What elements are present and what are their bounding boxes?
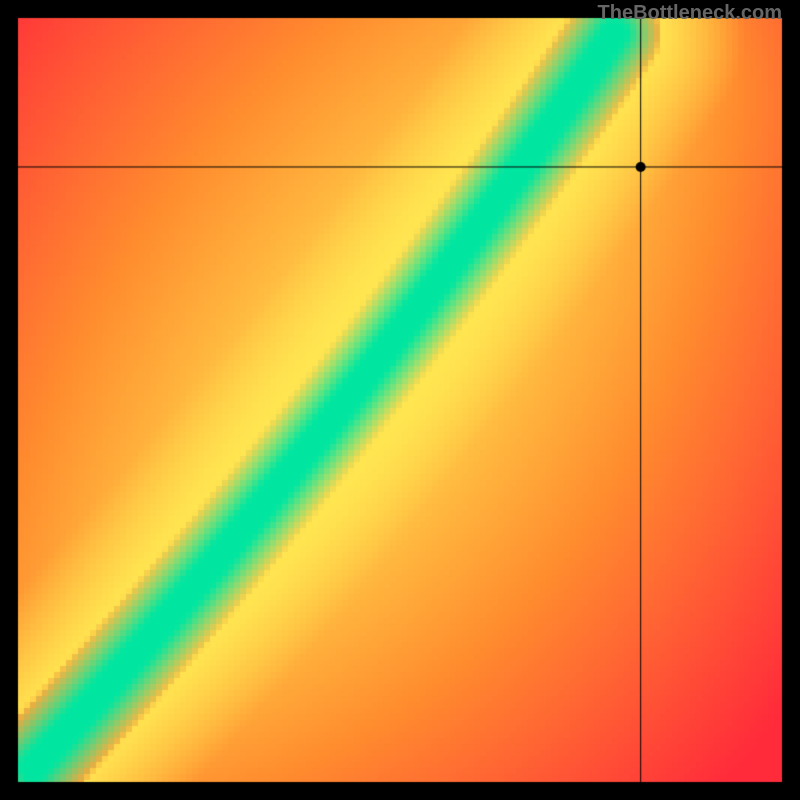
watermark-text: TheBottleneck.com	[598, 2, 782, 25]
chart-container: TheBottleneck.com	[0, 0, 800, 800]
heatmap-canvas	[0, 0, 800, 800]
